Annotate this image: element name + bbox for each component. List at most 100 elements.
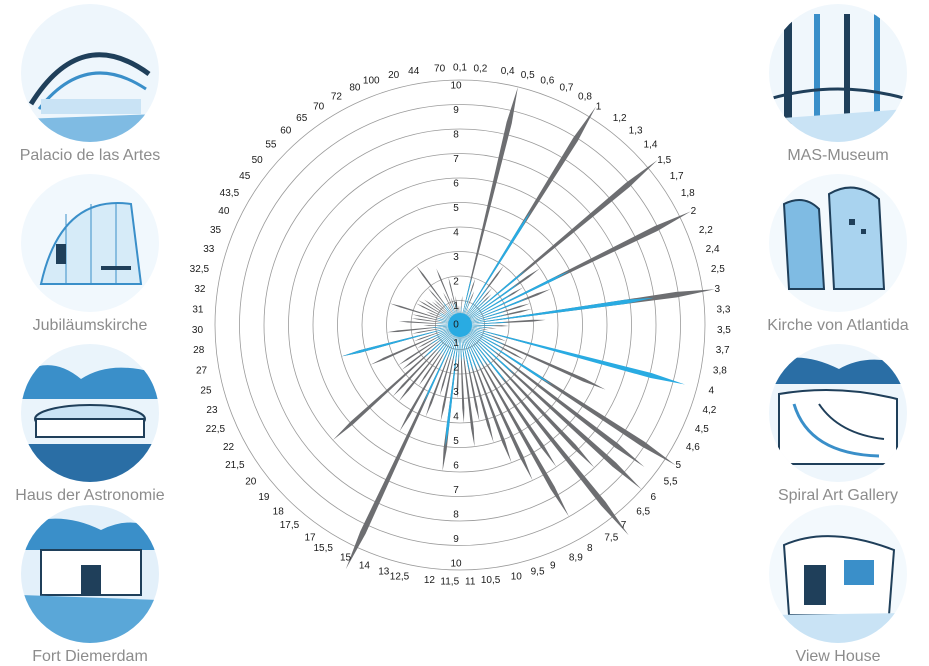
category-label: 45	[239, 171, 251, 182]
church-interior-sketch-icon	[21, 174, 159, 312]
category-label: 30	[192, 325, 204, 336]
photo-label: Kirche von Atlantida	[753, 317, 923, 335]
category-label: 3	[715, 284, 721, 295]
scale-label-upper: 7	[453, 154, 459, 165]
spiral-gallery-sketch-icon	[769, 344, 907, 482]
category-label: 25	[200, 385, 212, 396]
category-label: 2,4	[706, 244, 720, 255]
category-label: 1	[596, 101, 602, 112]
scale-label-lower: 5	[453, 436, 459, 447]
category-label: 15,5	[314, 543, 334, 554]
category-label: 43,5	[220, 188, 240, 199]
photo-card-spiral-art-gallery: Spiral Art Gallery	[753, 344, 923, 505]
category-label: 9,5	[531, 567, 545, 578]
category-label: 0,1	[453, 63, 467, 74]
category-label: 80	[349, 83, 361, 94]
category-label: 9	[550, 560, 556, 571]
category-label: 2	[691, 206, 697, 217]
category-label: 60	[280, 126, 292, 137]
category-label: 7,5	[604, 532, 618, 543]
photo-label: Fort Diemerdam	[5, 648, 175, 666]
category-label: 11,5	[440, 576, 459, 587]
photo-card-jubilaeumskirche: Jubiläumskirche	[5, 174, 175, 335]
category-label: 0,2	[473, 63, 487, 74]
category-label: 21,5	[225, 460, 245, 471]
category-label: 10,5	[481, 575, 501, 586]
category-label: 20	[388, 70, 400, 81]
scale-label-upper: 8	[453, 130, 459, 141]
photo-label: Haus der Astronomie	[5, 487, 175, 505]
opera-house-sketch-icon	[21, 4, 159, 142]
atlantida-church-sketch-icon	[769, 174, 907, 312]
category-label: 31	[192, 304, 204, 315]
category-label: 10	[511, 572, 523, 583]
scale-label-lower: 1	[453, 338, 459, 349]
category-label: 32	[194, 284, 206, 295]
scale-label-lower: 6	[453, 461, 459, 472]
category-label: 28	[193, 345, 205, 356]
category-label: 13	[378, 567, 390, 578]
scale-label-lower: 8	[453, 510, 459, 521]
category-label: 4	[708, 385, 714, 396]
category-label: 0,6	[540, 76, 554, 87]
spike-series-b	[460, 298, 654, 325]
category-label: 2,2	[699, 225, 713, 236]
category-label: 5	[675, 460, 681, 471]
category-label: 55	[265, 140, 277, 151]
photo-card-palacio: Palacio de las Artes	[5, 4, 175, 165]
category-label: 100	[363, 76, 380, 87]
category-label: 1,4	[644, 140, 658, 151]
category-label: 4,6	[686, 442, 700, 453]
category-label: 6,5	[636, 507, 650, 518]
scale-label-lower: 9	[453, 534, 459, 545]
category-label: 6	[651, 492, 657, 503]
scale-label-upper: 6	[453, 179, 459, 190]
photo-card-fort-diemerdam: Fort Diemerdam	[5, 505, 175, 666]
category-label: 0,8	[578, 91, 592, 102]
scale-label-upper: 3	[453, 252, 459, 263]
scale-label-upper: 5	[453, 203, 459, 214]
category-label: 0,7	[560, 83, 574, 94]
scale-label-upper: 9	[453, 105, 459, 116]
center-label: 0	[453, 320, 459, 331]
photo-card-view-house: View House	[753, 505, 923, 666]
category-label: 23	[206, 405, 218, 416]
photo-label: MAS-Museum	[753, 147, 923, 165]
scale-label-lower: 2	[453, 363, 459, 374]
scale-label-lower: 4	[453, 412, 459, 423]
category-label: 32,5	[190, 264, 210, 275]
category-label: 3,3	[717, 304, 731, 315]
category-label: 72	[331, 91, 343, 102]
center-hub	[448, 313, 472, 337]
photo-label: View House	[753, 648, 923, 666]
category-label: 17,5	[280, 520, 300, 531]
photo-label: Spiral Art Gallery	[753, 487, 923, 505]
category-label: 44	[408, 66, 420, 77]
photo-label: Jubiläumskirche	[5, 317, 175, 335]
photo-card-haus-der-astronomie: Haus der Astronomie	[5, 344, 175, 505]
category-label: 50	[252, 155, 264, 166]
scale-label-upper: 2	[453, 277, 459, 288]
category-label: 4,2	[702, 405, 716, 416]
fort-sketch-icon	[21, 505, 159, 643]
category-label: 4,5	[695, 424, 709, 435]
photo-card-mas-museum: MAS-Museum	[753, 4, 923, 165]
category-label: 70	[313, 101, 325, 112]
view-house-sketch-icon	[769, 505, 907, 643]
museum-sketch-icon	[769, 4, 907, 142]
photo-label: Palacio de las Artes	[5, 147, 175, 165]
category-label: 17	[305, 532, 317, 543]
category-label: 11	[465, 576, 476, 587]
category-label: 14	[359, 560, 371, 571]
category-label: 33	[203, 244, 215, 255]
category-label: 3,5	[717, 325, 731, 336]
scale-label-upper: 10	[450, 81, 462, 92]
category-label: 22	[223, 442, 235, 453]
category-label: 0,5	[521, 70, 535, 81]
category-label: 19	[258, 492, 270, 503]
category-label: 3,8	[713, 365, 727, 376]
category-label: 1,2	[613, 113, 627, 124]
category-label: 5,5	[664, 476, 678, 487]
category-label: 18	[273, 507, 285, 518]
category-label: 1,7	[670, 171, 684, 182]
